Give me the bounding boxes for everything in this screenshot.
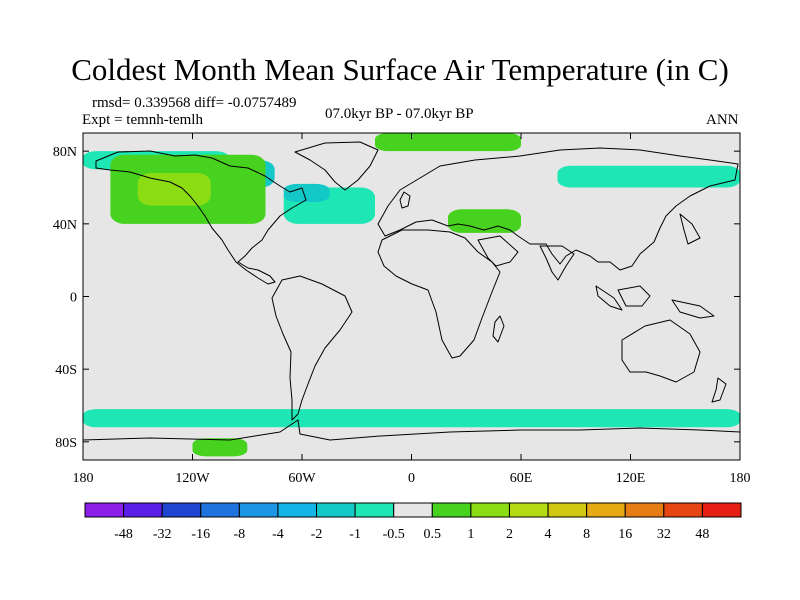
- x-tick-label-2: 60W: [288, 471, 316, 486]
- colorbar-label-10: 2: [506, 527, 513, 542]
- x-tick-label-4: 60E: [510, 471, 533, 486]
- coastlines: [83, 141, 740, 441]
- coastline-sumatra: [595, 285, 623, 311]
- colorbar-swatch-1: [123, 502, 163, 518]
- x-axis: 180 120W 60W 0 60E 120E 180: [73, 133, 751, 486]
- colorbar-label-3: -8: [234, 527, 246, 542]
- x-tick-label-6: 180: [730, 471, 751, 486]
- y-tick-label-3: 40S: [55, 363, 77, 378]
- y-tick-label-4: 80S: [55, 436, 77, 451]
- colorbar-label-5: -2: [311, 527, 323, 542]
- colorbar-label-4: -4: [272, 527, 284, 542]
- y-tick-label-0: 80N: [53, 145, 77, 160]
- coastline-antarctica: [83, 419, 740, 441]
- colorbar-label-2: -16: [191, 527, 210, 542]
- colorbar-swatch-3: [200, 502, 240, 518]
- experiment-label: Expt = temnh-temlh: [82, 112, 203, 128]
- anomaly-region-8: [448, 209, 521, 233]
- y-tick-label-2: 0: [70, 291, 77, 306]
- colorbar-swatch-8: [393, 502, 433, 518]
- coastline-eurasia: [377, 147, 739, 271]
- coastline-greenland: [294, 141, 379, 191]
- colorbar-swatch-4: [238, 502, 279, 518]
- colorbar-swatch-14: [624, 502, 665, 518]
- x-tick-label-0: 180: [73, 471, 94, 486]
- colorbar-swatch-5: [277, 502, 318, 518]
- x-tick-label-1: 120W: [175, 471, 210, 486]
- coastline-new-zealand: [711, 377, 727, 403]
- anomaly-layer: [83, 133, 740, 457]
- colorbar: -48 -32 -16 -8 -4 -2 -1 -0.5 0.5 1 2 4 8 16 32 48: [84, 502, 742, 542]
- colorbar-swatch-15: [663, 502, 703, 518]
- anomaly-region-10: [137, 172, 211, 206]
- coastline-south-america: [271, 275, 353, 421]
- colorbar-swatch-12: [547, 502, 588, 518]
- coastline-borneo: [617, 285, 651, 307]
- anomaly-region-2: [557, 165, 740, 188]
- coastline-australia: [621, 319, 701, 383]
- colorbar-label-11: 4: [545, 527, 552, 542]
- colorbar-label-12: 8: [583, 527, 590, 542]
- colorbar-label-14: 32: [657, 527, 671, 542]
- coastline-arabia: [477, 235, 519, 267]
- colorbar-swatch-16: [701, 502, 742, 518]
- x-tick-label-5: 120E: [616, 471, 646, 486]
- colorbar-swatch-11: [508, 502, 549, 518]
- stats-label: rmsd= 0.339568 diff= -0.0757489: [92, 95, 297, 111]
- coastline-britain: [399, 191, 411, 209]
- y-axis: 80N 40N 0 40S 80S: [53, 145, 740, 451]
- x-tick-label-3: 0: [408, 471, 415, 486]
- chart-title: Coldest Month Mean Surface Air Temperatu…: [71, 52, 729, 87]
- coastline-africa: [377, 229, 501, 359]
- colorbar-label-6: -1: [349, 527, 361, 542]
- coastline-new-guinea: [671, 299, 715, 319]
- colorbar-swatch-6: [316, 502, 356, 518]
- anomaly-region-5: [283, 183, 330, 203]
- colorbar-label-13: 16: [618, 527, 632, 542]
- colorbar-label-0: -48: [114, 527, 133, 542]
- colorbar-label-8: 0.5: [424, 527, 442, 542]
- colorbar-label-15: 48: [695, 527, 709, 542]
- anomaly-region-3: [83, 409, 740, 428]
- colorbar-swatch-2: [161, 502, 202, 518]
- period-label: 07.0kyr BP - 07.0kyr BP: [325, 106, 474, 122]
- colorbar-swatch-10: [470, 502, 510, 518]
- colorbar-swatch-13: [586, 502, 626, 518]
- colorbar-swatch-0: [84, 502, 125, 518]
- colorbar-swatch-7: [354, 502, 395, 518]
- colorbar-label-7: -0.5: [383, 527, 405, 542]
- colorbar-label-1: -32: [153, 527, 172, 542]
- coastline-japan: [679, 213, 701, 245]
- colorbar-label-9: 1: [467, 527, 474, 542]
- y-tick-label-1: 40N: [53, 218, 77, 233]
- season-label: ANN: [706, 112, 739, 128]
- anomaly-region-7: [375, 133, 521, 152]
- coastline-madagascar: [492, 315, 505, 343]
- coastline-india: [539, 245, 575, 281]
- colorbar-swatch-9: [431, 502, 472, 518]
- coastline-north-america: [95, 150, 307, 285]
- anomaly-region-9: [192, 438, 248, 457]
